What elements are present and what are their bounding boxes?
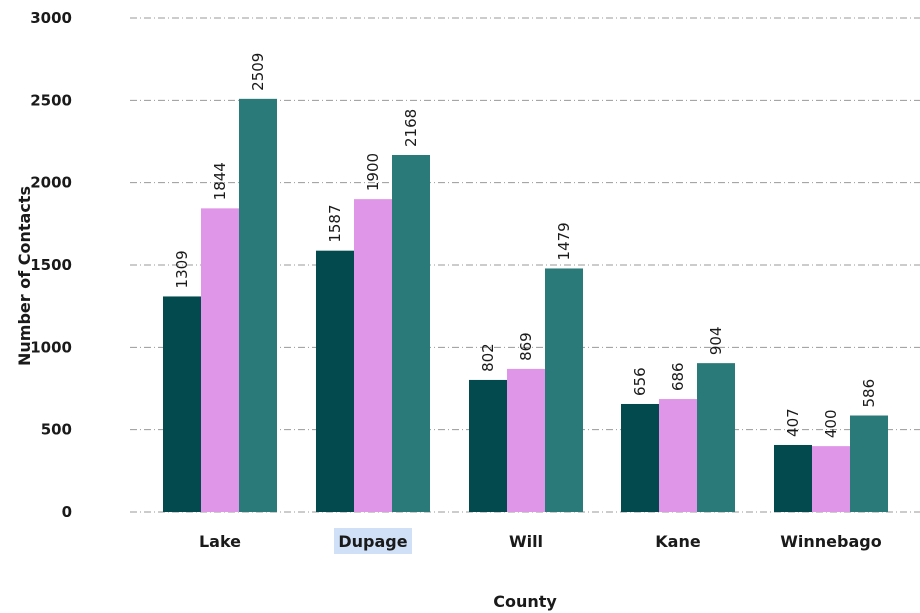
x-axis-categories: Lake Dupage Will Kane Winnebago — [199, 528, 882, 554]
category-highlight — [334, 528, 412, 554]
y-tick-label: 2000 — [30, 174, 72, 192]
bar-will-series-1 — [469, 379, 507, 512]
x-tick-label-kane: Kane — [655, 532, 701, 551]
y-tick-label: 0 — [62, 503, 72, 521]
x-tick-label-will: Will — [509, 532, 543, 551]
data-label: 656 — [631, 367, 649, 396]
bar-dupage-series-2 — [354, 199, 392, 512]
y-axis-title: Number of Contacts — [15, 186, 34, 366]
x-tick-label-winnebago: Winnebago — [780, 532, 881, 551]
data-label: 2509 — [249, 53, 267, 91]
data-labels: 1309 1844 2509 1587 1900 2168 802 869 1479 656 686… — [173, 53, 878, 438]
data-label: 1900 — [364, 153, 382, 191]
data-label: 869 — [517, 332, 535, 361]
bar-will-series-2 — [507, 368, 545, 512]
bar-will-series-3 — [545, 268, 583, 512]
y-tick-label: 3000 — [30, 9, 72, 27]
x-axis-title: County — [493, 592, 557, 611]
y-tick-label: 1000 — [30, 338, 72, 356]
data-label: 586 — [860, 379, 878, 408]
data-label: 1844 — [211, 162, 229, 200]
bar-dupage-series-3 — [392, 155, 430, 512]
bar-kane-series-3 — [697, 363, 735, 512]
bar-lake-series-3 — [239, 98, 277, 513]
data-label: 1479 — [555, 222, 573, 260]
y-tick-label: 1500 — [30, 256, 72, 274]
y-axis-ticks: 0 500 1000 1500 2000 2500 3000 — [30, 9, 72, 521]
bars — [163, 98, 888, 513]
data-label: 802 — [479, 343, 497, 372]
data-label: 400 — [822, 409, 840, 438]
bar-winnebago-series-3 — [850, 415, 888, 512]
data-label: 1587 — [326, 204, 344, 242]
bar-winnebago-series-2 — [812, 446, 850, 512]
bar-lake-series-2 — [201, 208, 239, 512]
data-label: 2168 — [402, 109, 420, 147]
y-tick-label: 500 — [41, 421, 72, 439]
bar-kane-series-2 — [659, 399, 697, 512]
bar-lake-series-1 — [163, 296, 201, 512]
data-label: 686 — [669, 362, 687, 391]
data-label: 407 — [784, 408, 802, 437]
x-tick-label-dupage: Dupage — [338, 532, 407, 551]
bar-dupage-series-1 — [316, 250, 354, 512]
bar-winnebago-series-1 — [774, 444, 812, 512]
y-tick-label: 2500 — [30, 91, 72, 109]
bar-kane-series-1 — [621, 403, 659, 512]
data-label: 1309 — [173, 250, 191, 288]
x-tick-label-lake: Lake — [199, 532, 241, 551]
data-label: 904 — [707, 327, 725, 356]
